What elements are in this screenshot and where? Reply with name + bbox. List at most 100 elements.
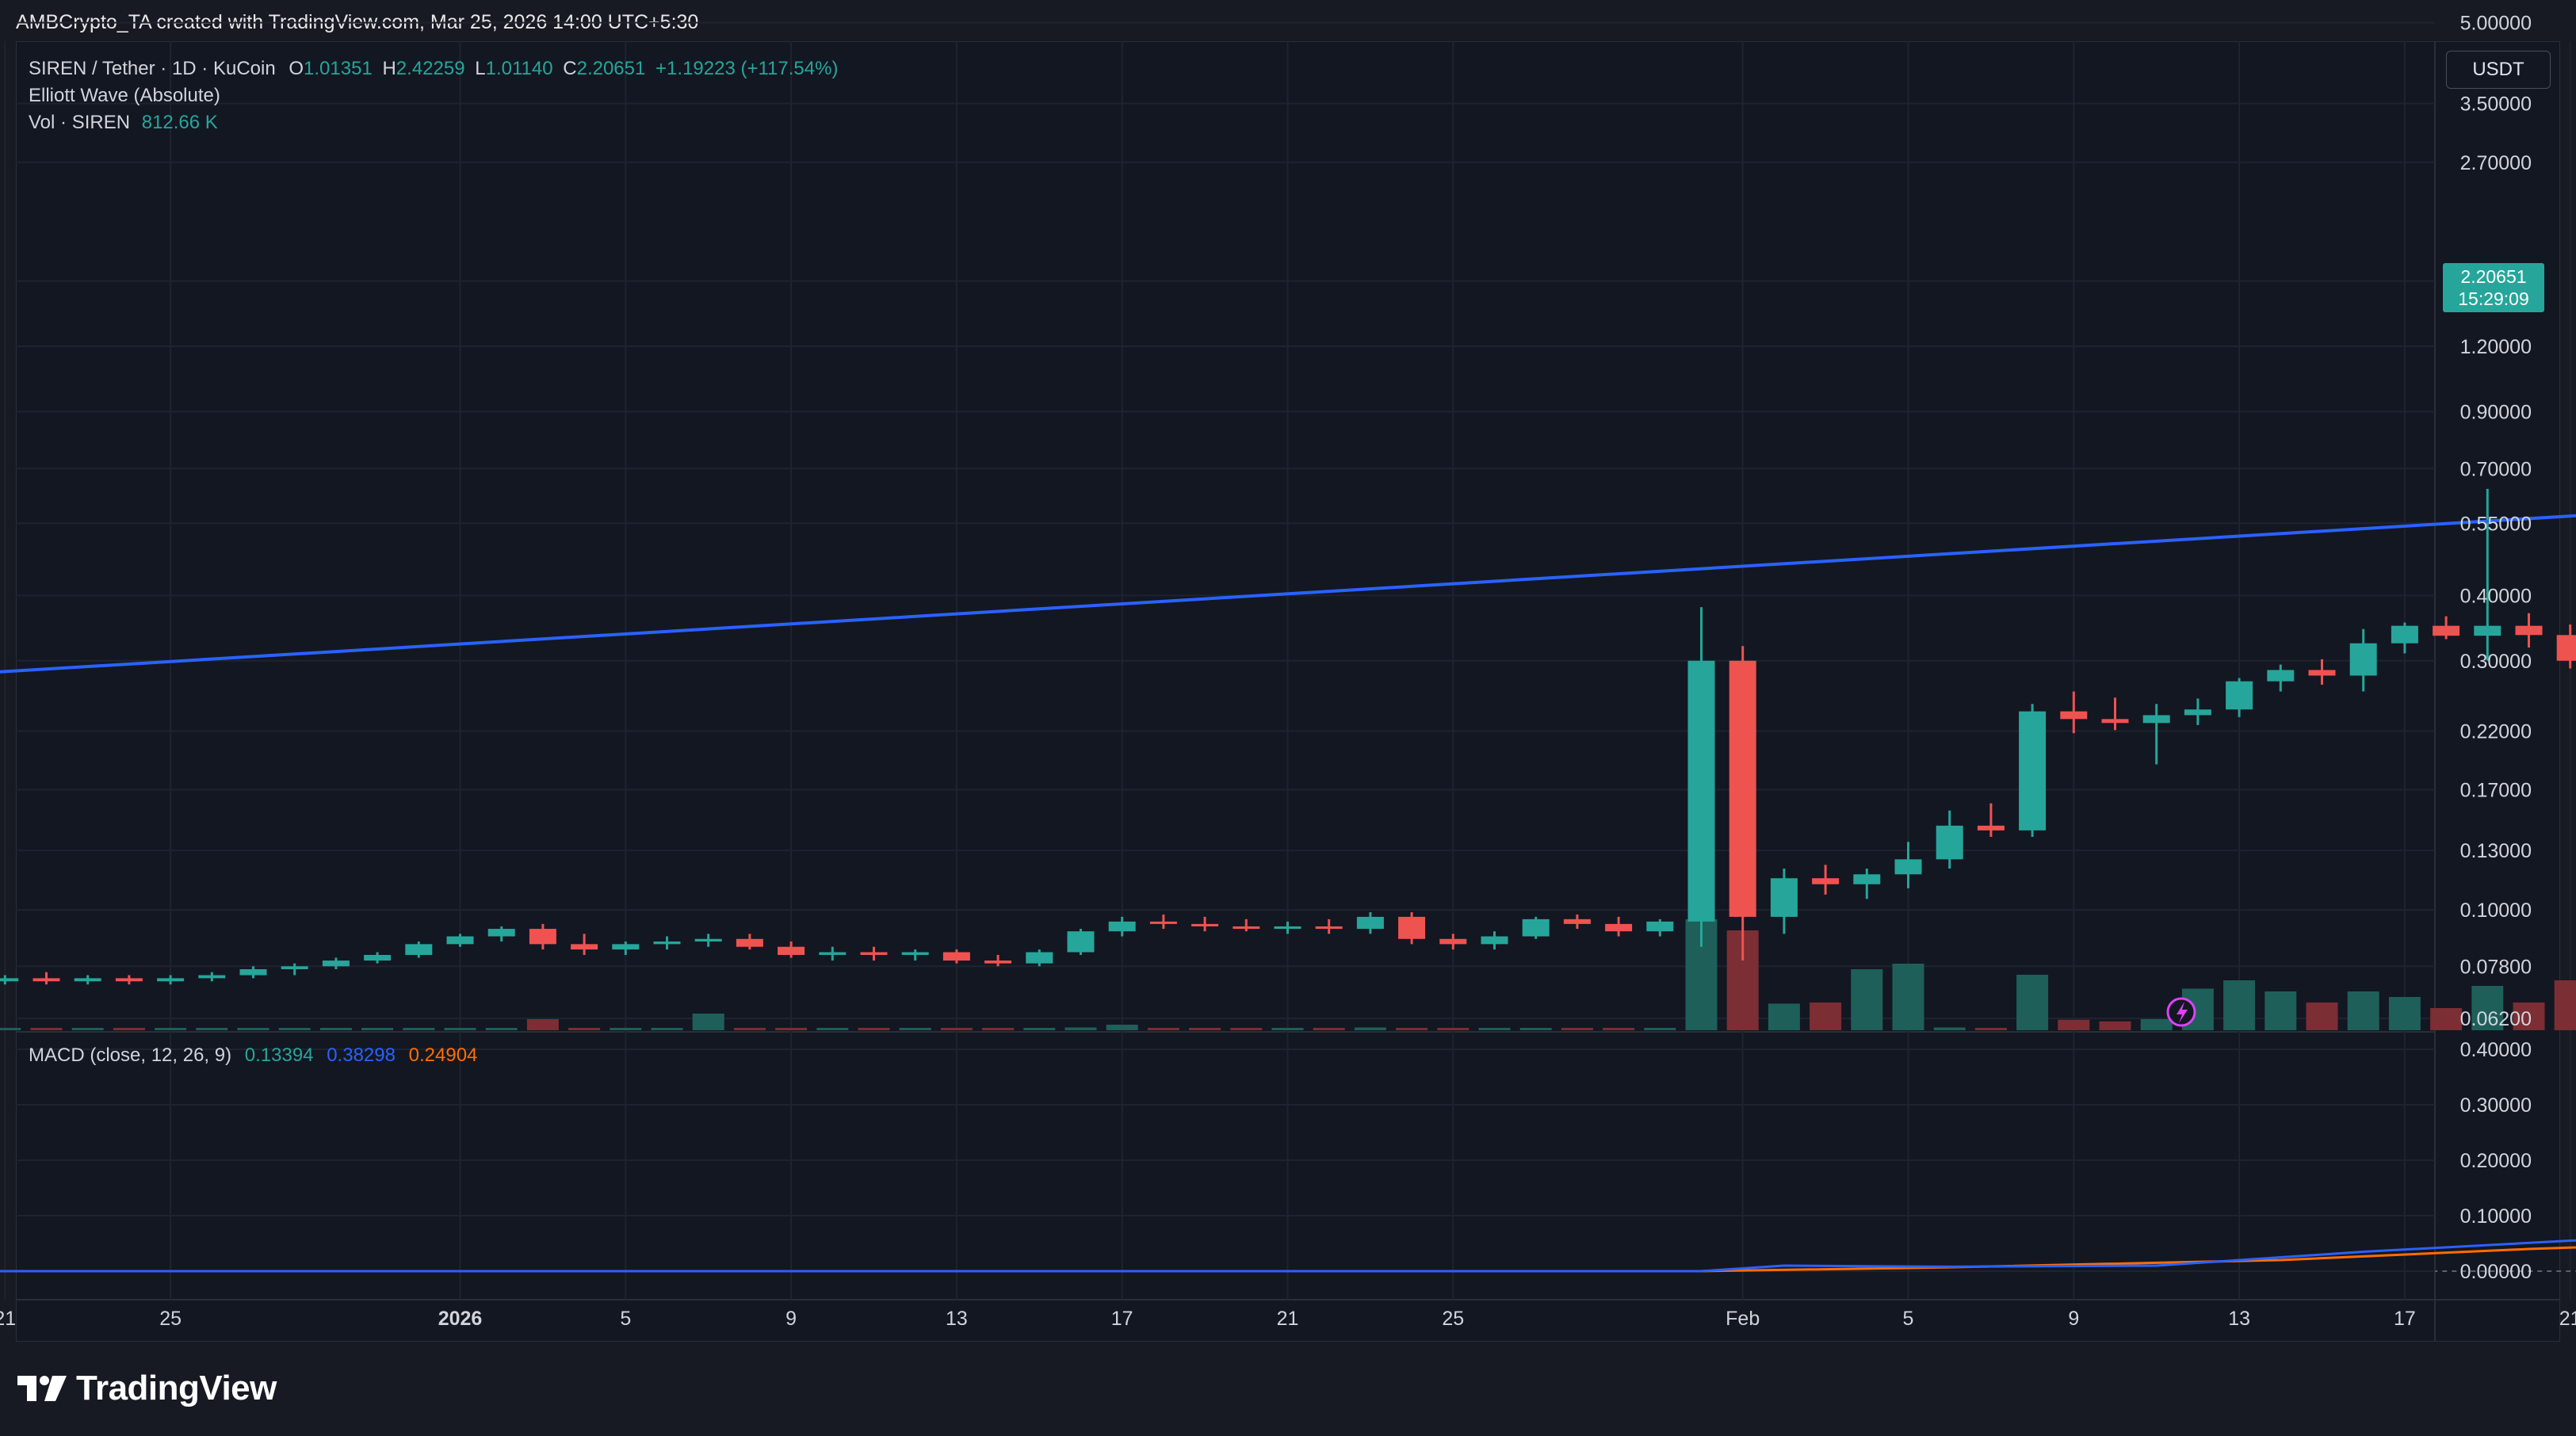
open-label: O — [289, 58, 304, 79]
tradingview-logo[interactable]: TradingView — [17, 1365, 277, 1412]
indicator-label[interactable]: Elliott Wave (Absolute) — [29, 85, 220, 106]
price-tick-label: 0.07800 — [2460, 956, 2532, 978]
volume-bar — [1437, 1028, 1470, 1030]
price-axis[interactable]: 5.000003.500002.700001.600001.200000.900… — [2460, 13, 2532, 1283]
candle-body — [1563, 919, 1591, 924]
candle-body — [2226, 681, 2253, 710]
volume-bar — [1313, 1028, 1345, 1030]
candle-body — [32, 978, 60, 982]
price-tick-label: 0.17000 — [2460, 779, 2532, 801]
volume-value: 812.66 K — [141, 112, 218, 133]
volume-bar — [2554, 980, 2576, 1030]
candle-body — [2433, 625, 2460, 636]
candle-body — [1894, 859, 1922, 875]
volume-bar — [278, 1028, 311, 1030]
ohlc-row: SIREN / Tether · 1D · KuCoin O1.01351 H2… — [29, 55, 838, 82]
volume-bar — [1354, 1027, 1386, 1030]
candle-body — [2101, 719, 2129, 724]
candle-body — [2060, 711, 2088, 720]
candle-body — [74, 978, 101, 982]
macd-title[interactable]: MACD (close, 12, 26, 9) — [29, 1045, 232, 1066]
volume-bar — [651, 1028, 683, 1030]
volume-bar — [2016, 975, 2049, 1030]
low-value: 1.01140 — [485, 58, 553, 79]
time-tick-label: 9 — [785, 1308, 797, 1330]
candle-body — [860, 952, 888, 955]
lightning-icon[interactable] — [2166, 997, 2196, 1027]
tradingview-logo-icon — [17, 1376, 67, 1401]
candle-body — [2019, 711, 2047, 831]
time-axis[interactable]: 1317212520265913172125Feb5913172125Mar59… — [0, 1308, 2576, 1330]
last-price: 2.20651 — [2460, 266, 2527, 287]
volume-bar — [361, 1028, 394, 1030]
price-tick-label: 0.30000 — [2460, 651, 2532, 673]
time-tick-label: 13 — [2228, 1308, 2250, 1330]
candle-body — [2308, 670, 2336, 676]
time-tick-label: 21 — [2559, 1308, 2576, 1330]
price-tick-label: 3.50000 — [2460, 94, 2532, 116]
macd-signal-line — [0, 1246, 2576, 1273]
candle-body — [2515, 625, 2543, 636]
candle-body — [1646, 921, 1674, 932]
volume-bar — [2306, 1003, 2338, 1030]
candle-body — [694, 938, 722, 942]
volume-bar — [816, 1028, 849, 1030]
volume-bar — [982, 1028, 1015, 1030]
volume-bar — [610, 1028, 642, 1030]
volume-bar — [775, 1028, 808, 1030]
candle-body — [0, 978, 19, 982]
candle-body — [1026, 952, 1053, 964]
candle-body — [529, 929, 556, 945]
volume-bar — [1561, 1028, 1593, 1030]
symbol-label[interactable]: SIREN / Tether · 1D · KuCoin — [29, 58, 276, 79]
volume-bar — [1271, 1028, 1304, 1030]
close-value: 2.20651 — [576, 58, 646, 79]
candles — [0, 488, 2576, 985]
macd-tick-label: 0.30000 — [2460, 1094, 2532, 1117]
candle-body — [819, 952, 847, 955]
candle-body — [2391, 625, 2418, 644]
volume-bar — [692, 1014, 724, 1030]
last-price-tag: 2.20651 15:29:09 — [2443, 263, 2544, 312]
volume-bars — [0, 919, 2576, 1030]
volume-bar — [0, 1028, 21, 1030]
volume-bar — [1768, 1003, 1800, 1030]
macd-line — [0, 1239, 2576, 1273]
volume-bar — [1230, 1028, 1263, 1030]
price-tick-label: 0.70000 — [2460, 458, 2532, 480]
volume-bar — [444, 1028, 476, 1030]
price-tick-label: 0.90000 — [2460, 401, 2532, 423]
grid-lines — [4, 21, 2571, 1341]
time-tick-label: 17 — [1111, 1308, 1133, 1330]
time-tick-label: 25 — [1442, 1308, 1464, 1330]
candle-body — [239, 968, 267, 976]
volume-bar — [485, 1028, 518, 1030]
candle-body — [364, 954, 392, 961]
volume-row: Vol · SIREN 812.66 K — [29, 109, 838, 136]
signal-value: 0.38298 — [327, 1045, 396, 1066]
volume-bar — [2058, 1019, 2090, 1030]
tradingview-brand: TradingView — [76, 1369, 277, 1407]
volume-bar — [1519, 1028, 1552, 1030]
time-tick-label: 9 — [2068, 1308, 2079, 1330]
volume-bar — [2223, 980, 2256, 1030]
currency-button[interactable]: USDT — [2446, 51, 2551, 89]
price-tick-label: 0.06200 — [2460, 1008, 2532, 1030]
candle-body — [1398, 916, 1426, 939]
candle-body — [1191, 923, 1219, 926]
volume-bar — [940, 1028, 973, 1030]
volume-bar — [899, 1028, 931, 1030]
price-tick-label: 0.22000 — [2460, 721, 2532, 743]
volume-bar — [2099, 1021, 2131, 1030]
candle-body — [157, 978, 185, 982]
candle-body — [1977, 825, 2005, 831]
low-label: L — [475, 58, 486, 79]
lightning-icon-bolt — [2177, 1002, 2188, 1023]
volume-bar — [237, 1028, 269, 1030]
volume-bar — [403, 1028, 435, 1030]
price-tick-label: 5.00000 — [2460, 13, 2532, 35]
volume-bar — [1147, 1028, 1179, 1030]
close-label: C — [563, 58, 577, 79]
volume-label[interactable]: Vol · SIREN — [29, 112, 131, 133]
